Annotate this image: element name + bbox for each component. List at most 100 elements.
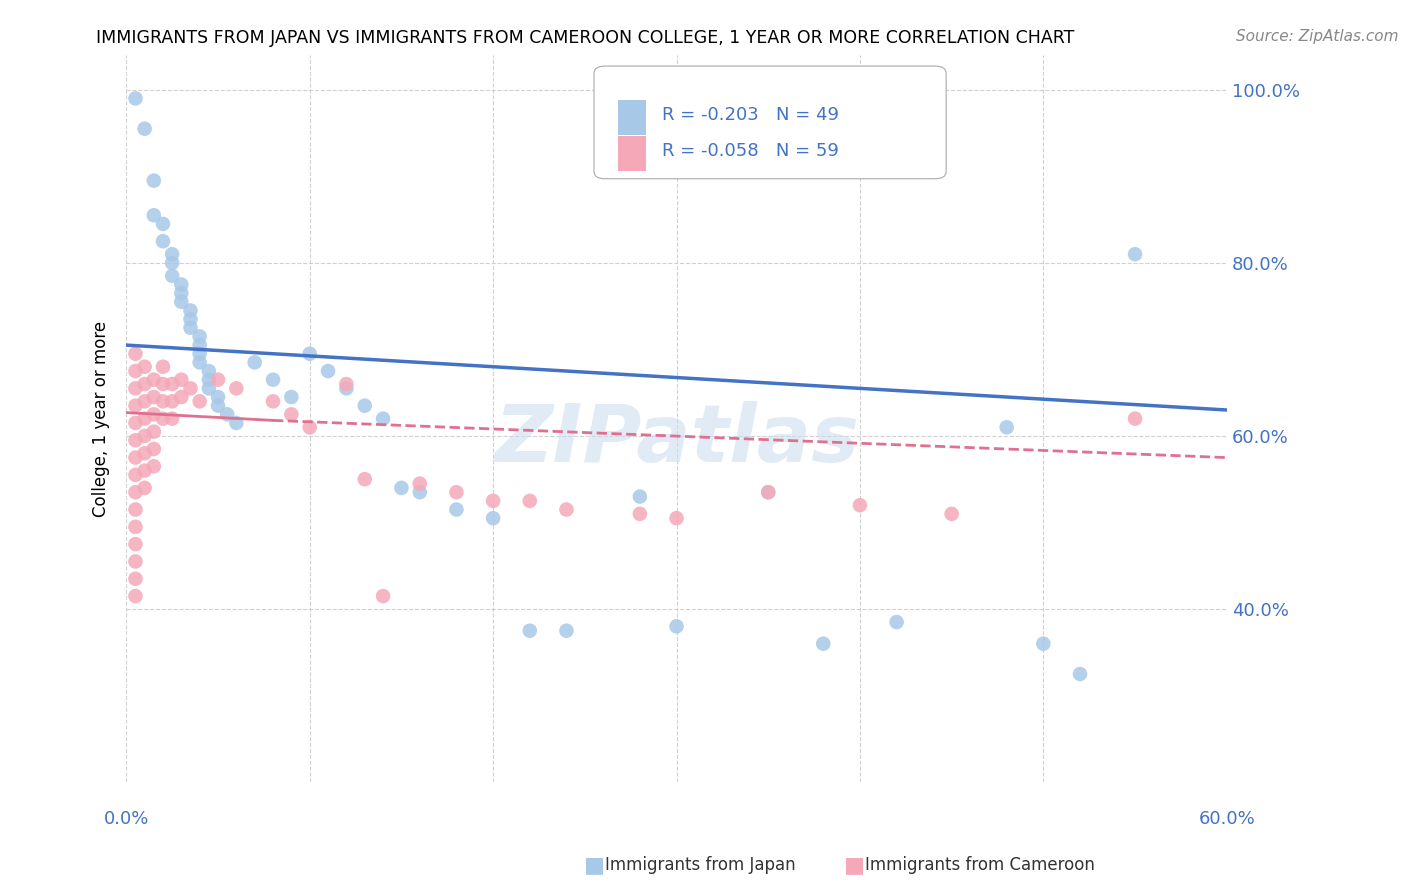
Point <box>391 481 413 495</box>
Point <box>371 411 394 425</box>
FancyBboxPatch shape <box>619 136 645 171</box>
Point <box>160 377 183 392</box>
Point <box>134 394 156 409</box>
Text: ■: ■ <box>583 855 605 875</box>
Point <box>225 416 247 430</box>
Point <box>207 399 229 413</box>
Point <box>170 277 193 292</box>
FancyBboxPatch shape <box>593 66 946 178</box>
Point <box>152 377 174 392</box>
Point <box>179 381 201 395</box>
Point <box>124 364 146 378</box>
Point <box>482 494 505 508</box>
Point <box>756 485 779 500</box>
Point <box>160 394 183 409</box>
Point <box>188 347 211 361</box>
Point <box>371 589 394 603</box>
Point <box>813 637 835 651</box>
Point <box>124 450 146 465</box>
Point <box>142 442 165 456</box>
Point <box>941 507 963 521</box>
Point <box>124 399 146 413</box>
Point <box>756 485 779 500</box>
Point <box>446 485 468 500</box>
Point <box>1032 637 1054 651</box>
Point <box>207 390 229 404</box>
Y-axis label: College, 1 year or more: College, 1 year or more <box>93 320 110 516</box>
Point <box>152 359 174 374</box>
Point <box>170 373 193 387</box>
Text: R = -0.203   N = 49: R = -0.203 N = 49 <box>662 105 839 123</box>
Point <box>298 420 321 434</box>
Point <box>482 511 505 525</box>
Point <box>995 420 1018 434</box>
Point <box>124 537 146 551</box>
FancyBboxPatch shape <box>619 100 645 135</box>
Point <box>142 407 165 421</box>
Point <box>665 511 688 525</box>
Text: ZIPatlas: ZIPatlas <box>494 401 859 480</box>
Point <box>124 485 146 500</box>
Point <box>188 329 211 343</box>
Point <box>353 399 375 413</box>
Text: Immigrants from Japan: Immigrants from Japan <box>605 856 796 874</box>
Point <box>134 377 156 392</box>
Point <box>555 624 578 638</box>
Point <box>243 355 266 369</box>
Point <box>179 312 201 326</box>
Point <box>628 507 651 521</box>
Point <box>152 411 174 425</box>
Point <box>298 347 321 361</box>
Point <box>134 429 156 443</box>
Point <box>124 572 146 586</box>
Point <box>335 377 357 392</box>
Point <box>134 464 156 478</box>
Point <box>280 407 302 421</box>
Point <box>225 381 247 395</box>
Point <box>1123 247 1146 261</box>
Point <box>335 381 357 395</box>
Point <box>262 394 284 409</box>
Point <box>446 502 468 516</box>
Point <box>188 338 211 352</box>
Point <box>555 502 578 516</box>
Text: Source: ZipAtlas.com: Source: ZipAtlas.com <box>1236 29 1399 44</box>
Point <box>179 320 201 334</box>
Text: IMMIGRANTS FROM JAPAN VS IMMIGRANTS FROM CAMEROON COLLEGE, 1 YEAR OR MORE CORREL: IMMIGRANTS FROM JAPAN VS IMMIGRANTS FROM… <box>96 29 1074 46</box>
Point <box>316 364 339 378</box>
Point <box>124 554 146 568</box>
Point <box>124 589 146 603</box>
Point <box>152 394 174 409</box>
Point <box>124 502 146 516</box>
Point <box>188 394 211 409</box>
Point <box>134 411 156 425</box>
Point <box>409 485 432 500</box>
Point <box>179 303 201 318</box>
Text: ■: ■ <box>844 855 865 875</box>
Point <box>160 268 183 283</box>
Point <box>519 624 541 638</box>
Point <box>886 615 908 629</box>
Point <box>142 208 165 222</box>
Point <box>198 381 221 395</box>
Point <box>142 425 165 439</box>
Point <box>188 355 211 369</box>
Text: 0.0%: 0.0% <box>104 810 149 828</box>
Point <box>262 373 284 387</box>
Point <box>160 247 183 261</box>
Point <box>134 359 156 374</box>
Point <box>124 381 146 395</box>
Point <box>124 91 146 105</box>
Point <box>152 234 174 248</box>
Point <box>142 373 165 387</box>
Point <box>665 619 688 633</box>
Point <box>152 217 174 231</box>
Point <box>207 373 229 387</box>
Point <box>124 347 146 361</box>
Point <box>280 390 302 404</box>
Text: R = -0.058   N = 59: R = -0.058 N = 59 <box>662 142 839 160</box>
Point <box>170 286 193 301</box>
Point <box>170 390 193 404</box>
Text: 60.0%: 60.0% <box>1198 810 1256 828</box>
Point <box>1069 667 1091 681</box>
